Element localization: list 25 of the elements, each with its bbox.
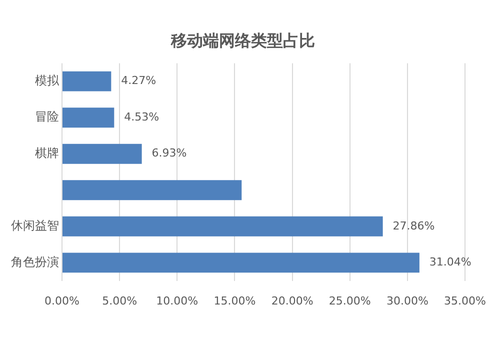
x-tick-label: 20.00% xyxy=(271,294,314,308)
x-tick-label: 35.00% xyxy=(444,294,486,308)
x-tick-label: 5.00% xyxy=(102,294,138,308)
y-tick-label: 棋牌 xyxy=(35,146,59,160)
data-label: 4.27% xyxy=(121,74,156,88)
y-tick-label: 角色扮演 xyxy=(11,254,59,269)
bar xyxy=(62,216,383,236)
x-tick-label: 10.00% xyxy=(156,294,198,308)
x-tick-label: 0.00% xyxy=(44,294,80,308)
bar xyxy=(62,71,112,92)
bar xyxy=(62,108,114,128)
bar xyxy=(62,144,142,164)
data-label: 27.86% xyxy=(392,219,435,232)
x-tick-label: 25.00% xyxy=(328,294,371,308)
data-label: 6.93% xyxy=(152,146,187,160)
bar xyxy=(62,252,420,273)
chart-title: 移动端网络类型占比 xyxy=(170,30,315,50)
data-label: 31.04% xyxy=(429,256,472,269)
y-tick-label: 冒险 xyxy=(35,110,59,124)
y-tick-label: 模拟 xyxy=(35,73,60,88)
x-tick-label: 15.00% xyxy=(214,294,256,308)
data-label: 4.53% xyxy=(124,110,160,124)
bar xyxy=(62,180,242,200)
x-tick-label: 30.00% xyxy=(386,294,428,308)
y-tick-label: 休闲益智 xyxy=(11,218,59,233)
